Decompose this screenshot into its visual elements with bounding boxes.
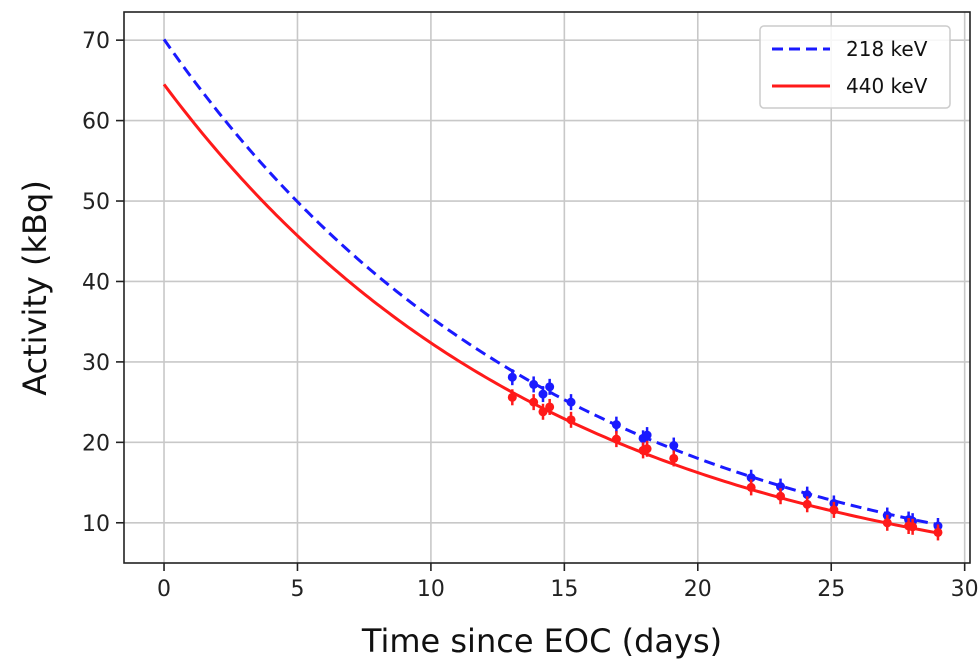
- x-tick-label: 25: [817, 577, 845, 602]
- point-marker: [642, 430, 652, 440]
- data-point-218kev: [566, 394, 576, 411]
- point-marker: [933, 527, 943, 537]
- data-point-440kev: [882, 514, 892, 531]
- point-marker: [611, 434, 621, 444]
- data-point-440kev: [776, 488, 786, 505]
- data-point-440kev: [507, 389, 517, 406]
- point-marker: [746, 482, 756, 492]
- y-tick-label: 70: [82, 29, 110, 54]
- data-point-440kev: [669, 450, 679, 467]
- legend: 218 keV 440 keV: [759, 25, 951, 109]
- y-tick-label: 20: [82, 431, 110, 456]
- data-point-440kev: [802, 496, 812, 513]
- y-tick-label: 50: [82, 190, 110, 215]
- point-marker: [529, 397, 539, 407]
- y-tick-label: 10: [82, 512, 110, 537]
- point-marker: [802, 490, 812, 500]
- data-point-218kev: [642, 427, 652, 444]
- point-marker: [538, 407, 548, 417]
- data-point-218kev: [611, 416, 621, 433]
- point-marker: [545, 382, 555, 392]
- point-marker: [776, 482, 786, 492]
- point-marker: [566, 415, 576, 425]
- data-point-440kev: [908, 518, 918, 535]
- legend-label-218kev: 218 keV: [846, 37, 928, 61]
- point-marker: [746, 473, 756, 483]
- y-tick-label: 30: [82, 351, 110, 376]
- point-marker: [545, 402, 555, 412]
- data-point-440kev: [545, 398, 555, 415]
- x-axis-ticks: 0 5 10 15 20 25 30: [157, 563, 979, 602]
- data-point-440kev: [829, 501, 839, 518]
- point-marker: [507, 372, 517, 382]
- point-marker: [507, 392, 517, 402]
- point-marker: [908, 522, 918, 532]
- point-marker: [529, 379, 539, 389]
- point-marker: [776, 491, 786, 501]
- fit-curve-440kev: [162, 83, 939, 535]
- point-marker: [802, 499, 812, 509]
- x-tick-label: 30: [951, 577, 979, 602]
- point-marker: [642, 444, 652, 454]
- y-tick-label: 60: [82, 110, 110, 135]
- data-points: [507, 369, 943, 541]
- legend-label-440kev: 440 keV: [846, 74, 928, 98]
- data-point-440kev: [933, 524, 943, 541]
- data-point-218kev: [538, 386, 548, 403]
- data-point-440kev: [642, 440, 652, 457]
- point-marker: [882, 518, 892, 528]
- y-tick-label: 40: [82, 270, 110, 295]
- y-axis-label: Activity (kBq): [16, 180, 54, 396]
- data-point-440kev: [611, 431, 621, 448]
- y-axis-ticks: 10 20 30 40 50 60 70: [82, 29, 124, 537]
- plot-frame: [123, 11, 971, 564]
- point-marker: [611, 420, 621, 430]
- x-tick-label: 10: [417, 577, 445, 602]
- data-point-440kev: [529, 394, 539, 411]
- x-axis-label: Time since EOC (days): [361, 622, 722, 660]
- x-tick-label: 15: [550, 577, 578, 602]
- point-marker: [669, 453, 679, 463]
- data-point-440kev: [746, 479, 756, 496]
- point-marker: [538, 389, 548, 399]
- fit-curves: [162, 38, 939, 535]
- data-point-218kev: [545, 378, 555, 395]
- data-point-218kev: [507, 369, 517, 386]
- data-point-440kev: [538, 403, 548, 420]
- x-tick-label: 0: [157, 577, 171, 602]
- point-marker: [829, 505, 839, 515]
- point-marker: [566, 397, 576, 407]
- data-point-440kev: [566, 411, 576, 428]
- data-point-218kev: [529, 376, 539, 393]
- x-tick-label: 5: [290, 577, 304, 602]
- x-tick-label: 20: [684, 577, 712, 602]
- point-marker: [669, 441, 679, 451]
